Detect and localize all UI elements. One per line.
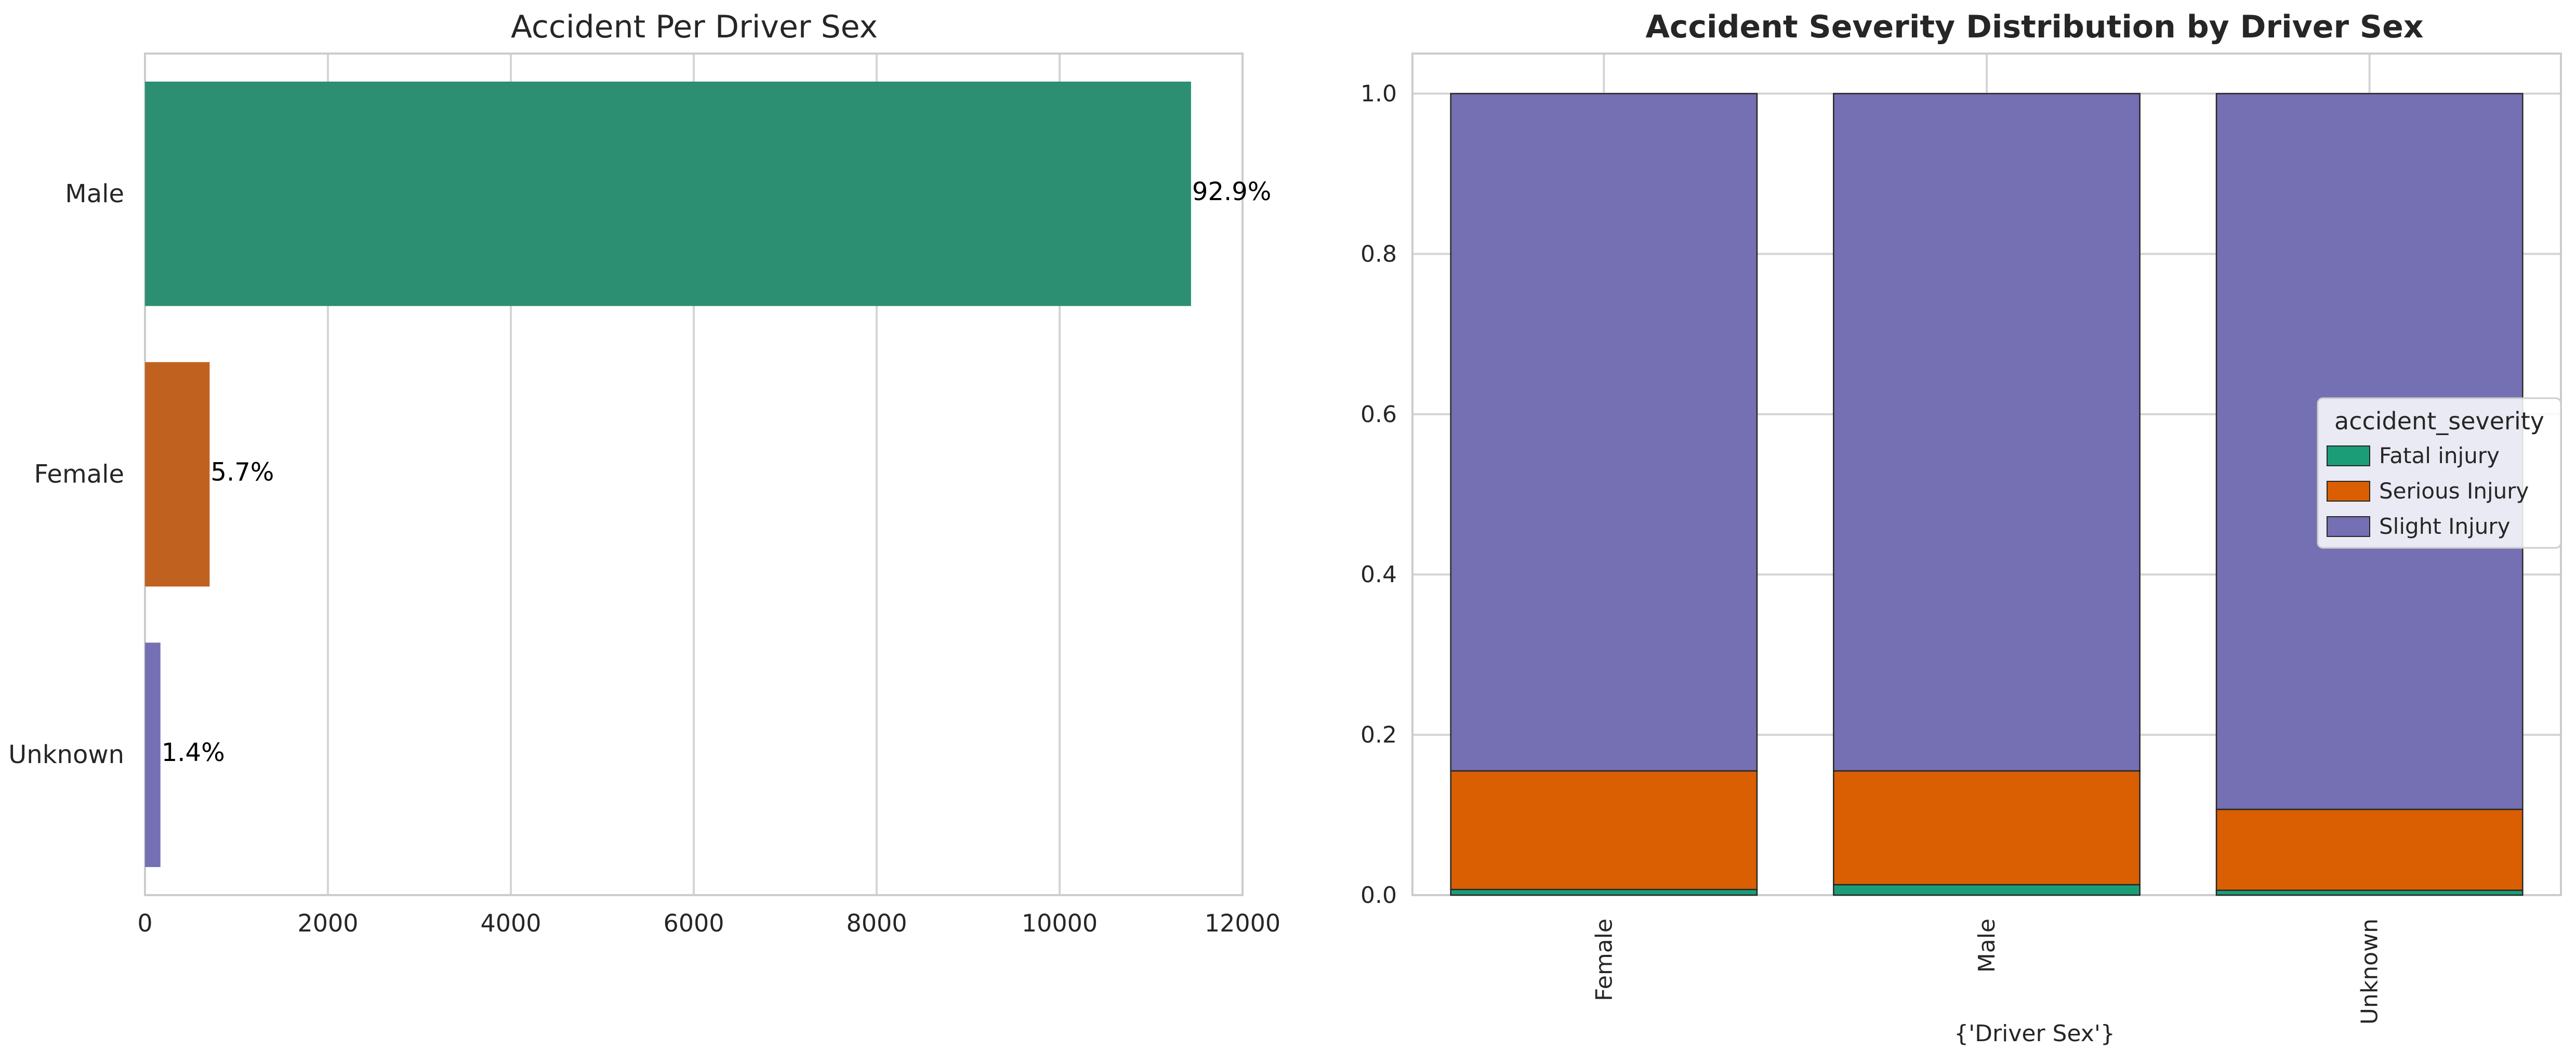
legend: accident_severity Fatal injury Serious Inj… xyxy=(2317,397,2562,549)
bar-male-slight-injury xyxy=(1833,93,2141,772)
x-tick-label: 2000 xyxy=(297,909,358,937)
x-tick-label: 8000 xyxy=(846,909,907,937)
legend-label: Serious Injury xyxy=(2379,478,2529,504)
legend-swatch xyxy=(2327,481,2370,502)
legend-label: Fatal injury xyxy=(2379,443,2500,468)
bar-female-fatal-injury xyxy=(1450,888,1758,896)
legend-box xyxy=(2317,397,2562,549)
legend-swatch xyxy=(2327,445,2370,466)
y-tick-label: 0.0 xyxy=(1360,882,1397,909)
bar-percent-label: 5.7% xyxy=(210,458,274,487)
y-tick-label: 1.0 xyxy=(1360,81,1397,107)
x-tick-label: Male xyxy=(1974,918,2000,973)
x-tick-label: 6000 xyxy=(663,909,724,937)
y-tick-label: 0.6 xyxy=(1360,401,1397,428)
x-tick-label: 12000 xyxy=(1205,909,1280,937)
left-chart-title: Accident Per Driver Sex xyxy=(511,9,878,45)
x-tick-label: 10000 xyxy=(1022,909,1098,937)
bar-male xyxy=(145,81,1191,306)
y-tick-label: 0.8 xyxy=(1360,241,1397,267)
y-tick-label: 0.4 xyxy=(1360,561,1397,588)
right-chart-title: Accident Severity Distribution by Driver… xyxy=(1645,9,2423,45)
bar-female-serious-injury xyxy=(1450,770,1758,890)
y-tick-label: Female xyxy=(34,460,124,489)
legend-swatch xyxy=(2327,516,2370,537)
bar-male-serious-injury xyxy=(1833,770,2141,886)
y-tick-label: Unknown xyxy=(8,740,124,769)
x-tick-label: 4000 xyxy=(480,909,541,937)
bar-female-slight-injury xyxy=(1450,93,1758,772)
bar-male-fatal-injury xyxy=(1833,884,2141,896)
bar-percent-label: 92.9% xyxy=(1192,177,1271,206)
bar-unknown-fatal-injury xyxy=(2215,889,2524,896)
y-tick-label: 0.2 xyxy=(1360,722,1397,749)
bar-female xyxy=(145,362,210,587)
legend-label: Slight Injury xyxy=(2379,514,2511,539)
right-chart: Accident Severity Distribution by Driver… xyxy=(1360,9,2562,1047)
x-tick-label: 0 xyxy=(137,909,152,937)
x-tick-label: Unknown xyxy=(2357,918,2383,1025)
bar-unknown-serious-injury xyxy=(2215,808,2524,891)
legend-title: accident_severity xyxy=(2334,407,2544,435)
x-tick-label: Female xyxy=(1591,918,1617,1001)
bar-unknown xyxy=(145,642,161,868)
bar-percent-label: 1.4% xyxy=(162,738,225,767)
right-chart-x-axis-label: {'Driver Sex'} xyxy=(1954,1020,2115,1047)
left-chart: Accident Per Driver Sex 0 2000 4000 6000 800… xyxy=(8,9,1280,937)
y-tick-label: Male xyxy=(65,179,124,208)
